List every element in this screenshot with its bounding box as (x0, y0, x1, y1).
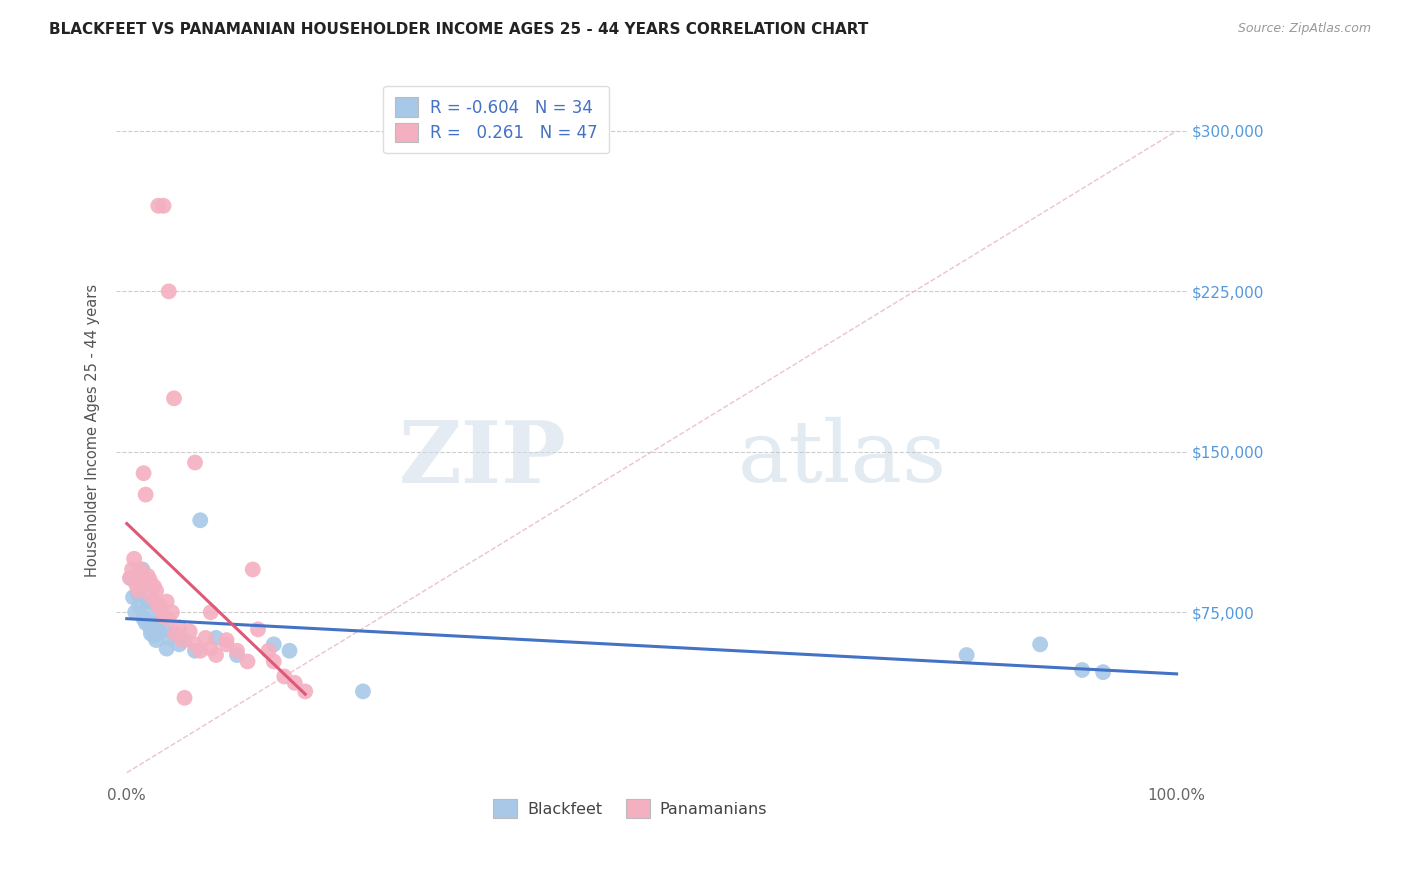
Point (956, 648, 979, 662)
Point (278, 644, 301, 658)
Point (263, 655, 285, 669)
Point (1071, 663, 1094, 677)
Point (246, 623, 269, 637)
Point (294, 684, 316, 698)
Point (139, 573, 162, 587)
Point (122, 591, 145, 605)
Point (160, 605, 183, 619)
Point (135, 615, 157, 630)
Point (188, 513, 211, 527)
Point (132, 612, 155, 626)
Point (131, 562, 153, 576)
Point (148, 599, 170, 613)
Point (165, 626, 187, 640)
Point (184, 456, 207, 470)
Point (127, 583, 149, 598)
Y-axis label: Householder Income Ages 25 - 44 years: Householder Income Ages 25 - 44 years (86, 284, 100, 577)
Point (121, 562, 143, 576)
Legend: Blackfeet, Panamanians: Blackfeet, Panamanians (486, 793, 773, 825)
Point (167, 620, 190, 634)
Point (125, 577, 148, 591)
Point (139, 620, 162, 634)
Point (124, 605, 146, 619)
Point (141, 591, 163, 605)
Point (148, 199, 170, 213)
Point (200, 641, 222, 656)
Point (131, 577, 153, 591)
Point (215, 637, 238, 651)
Point (200, 605, 222, 619)
Point (156, 641, 179, 656)
Point (142, 615, 165, 630)
Point (184, 637, 207, 651)
Point (129, 562, 152, 576)
Point (184, 644, 207, 658)
Point (152, 623, 174, 637)
Point (226, 648, 249, 662)
Text: BLACKFEET VS PANAMANIAN HOUSEHOLDER INCOME AGES 25 - 44 YEARS CORRELATION CHART: BLACKFEET VS PANAMANIAN HOUSEHOLDER INCO… (49, 22, 869, 37)
Point (173, 690, 195, 705)
Point (172, 633, 194, 648)
Point (145, 633, 167, 648)
Point (128, 599, 150, 613)
Point (136, 594, 159, 608)
Point (352, 684, 374, 698)
Point (205, 631, 228, 645)
Point (145, 583, 167, 598)
Text: ZIP: ZIP (398, 417, 567, 500)
Point (152, 609, 174, 624)
Point (148, 623, 170, 637)
Point (152, 199, 174, 213)
Point (179, 624, 201, 639)
Point (215, 633, 238, 648)
Point (120, 571, 142, 585)
Point (156, 594, 179, 608)
Point (157, 285, 180, 299)
Point (135, 603, 157, 617)
Point (157, 612, 180, 626)
Point (135, 487, 157, 501)
Point (167, 637, 190, 651)
Point (1092, 665, 1115, 680)
Point (163, 392, 186, 406)
Point (188, 644, 211, 658)
Point (284, 676, 307, 690)
Point (157, 631, 180, 645)
Point (236, 655, 259, 669)
Point (263, 637, 285, 651)
Point (149, 599, 172, 613)
Point (149, 609, 172, 624)
Point (242, 562, 264, 576)
Point (273, 669, 295, 683)
Text: atlas: atlas (737, 417, 946, 500)
Point (226, 644, 249, 658)
Point (143, 629, 166, 643)
Point (163, 626, 186, 640)
Point (143, 580, 166, 594)
Point (1029, 637, 1052, 651)
Point (136, 569, 159, 583)
Point (131, 580, 153, 594)
Point (257, 644, 280, 658)
Point (127, 586, 149, 600)
Point (194, 631, 217, 645)
Point (173, 633, 195, 648)
Point (118, 571, 141, 585)
Text: Source: ZipAtlas.com: Source: ZipAtlas.com (1237, 22, 1371, 36)
Point (139, 626, 162, 640)
Point (122, 551, 145, 566)
Point (132, 466, 155, 480)
Point (205, 648, 228, 662)
